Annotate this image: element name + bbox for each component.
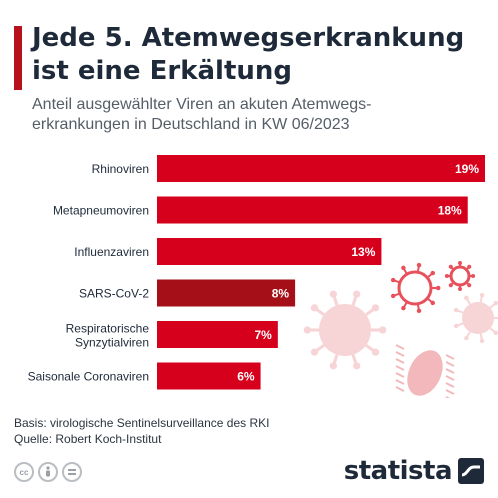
category-label-6: Saisonale Coronaviren <box>28 370 149 384</box>
value-label-6: 6% <box>237 370 255 384</box>
bar-2 <box>157 196 468 224</box>
virus-rod-icon <box>395 344 455 398</box>
virus-small-icon <box>444 260 476 292</box>
category-label-1: Rhinoviren <box>92 162 149 176</box>
subtitle-line-2: erkrankungen in Deutschland in KW 06/202… <box>32 116 350 133</box>
logo-mark-icon <box>458 458 484 484</box>
basis-note: Basis: virologische Sentinelsurveillance… <box>14 416 270 430</box>
value-label-3: 13% <box>351 245 375 259</box>
bar-5 <box>157 321 278 348</box>
bar-chart: 19% Rhinoviren 18% Metapneumoviren 13% Influe… <box>28 155 498 398</box>
value-label-1: 19% <box>455 162 479 176</box>
license-icons: cc <box>14 462 82 482</box>
virus-illustrations <box>303 260 498 398</box>
title-accent-bar <box>14 26 22 90</box>
bar-1 <box>157 155 485 182</box>
chart-subtitle: Anteil ausgewählter Viren an akuten Atem… <box>32 95 472 135</box>
category-label-5: Respiratorische Synzytialviren <box>66 322 150 350</box>
footnote: Basis: virologische Sentinelsurveillance… <box>14 415 269 447</box>
virus-large-icon <box>303 290 387 370</box>
title-line-1: Jede 5. Atemwegserkrankung <box>32 23 465 53</box>
by-icon <box>38 462 58 482</box>
category-label-3: Influenzaviren <box>74 245 149 259</box>
value-label-4: 8% <box>272 287 290 301</box>
bar-3 <box>157 238 382 265</box>
bar-6 <box>157 362 261 390</box>
value-label-5: 7% <box>254 328 272 342</box>
bar-4 <box>157 279 296 307</box>
chart-title: Jede 5. Atemwegserkrankung ist eine Erkä… <box>32 22 482 88</box>
nd-icon <box>62 462 82 482</box>
logo-text: statista <box>343 456 453 486</box>
virus-outline-icon <box>390 262 441 314</box>
category-label-2: Metapneumoviren <box>53 204 149 218</box>
subtitle-line-1: Anteil ausgewählter Viren an akuten Atem… <box>32 96 372 113</box>
value-label-2: 18% <box>438 204 462 218</box>
source-note: Quelle: Robert Koch-Institut <box>14 432 162 446</box>
title-line-2: ist eine Erkältung <box>32 56 292 86</box>
cc-icon: cc <box>14 462 34 482</box>
virus-right-icon <box>453 292 498 344</box>
category-label-4: SARS-CoV-2 <box>79 287 149 301</box>
statista-logo[interactable]: statista <box>344 456 484 486</box>
